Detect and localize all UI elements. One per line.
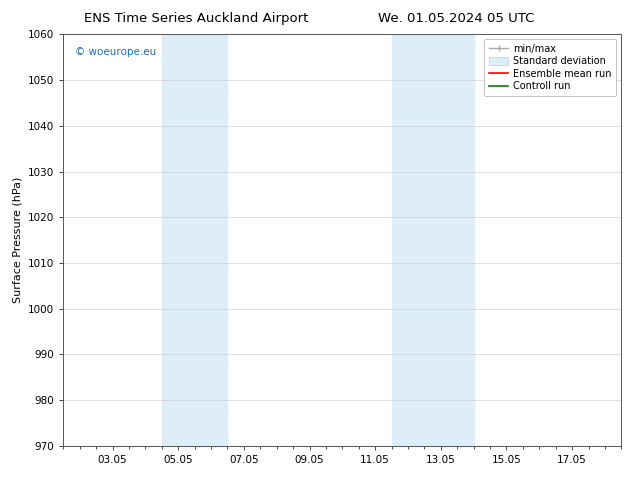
Text: © woeurope.eu: © woeurope.eu (75, 47, 156, 57)
Y-axis label: Surface Pressure (hPa): Surface Pressure (hPa) (13, 177, 23, 303)
Bar (162, 34, 228, 446)
Text: ENS Time Series Auckland Airport: ENS Time Series Auckland Airport (84, 12, 309, 25)
Text: We. 01.05.2024 05 UTC: We. 01.05.2024 05 UTC (378, 12, 534, 25)
Legend: min/max, Standard deviation, Ensemble mean run, Controll run: min/max, Standard deviation, Ensemble me… (484, 39, 616, 96)
Bar (392, 34, 474, 446)
